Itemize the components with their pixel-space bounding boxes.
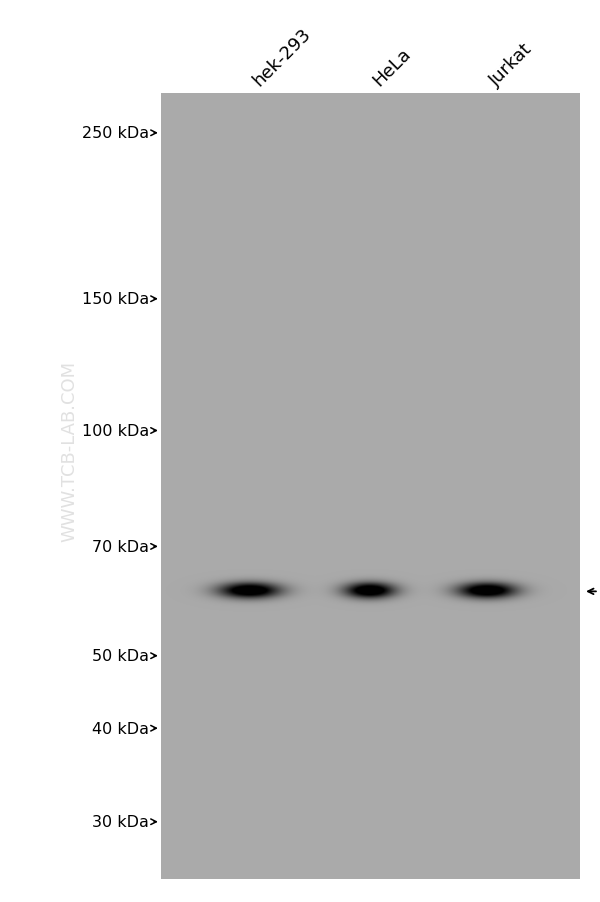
Text: 70 kDa: 70 kDa [92,539,149,555]
Text: 40 kDa: 40 kDa [92,721,149,736]
Text: Jurkat: Jurkat [486,41,536,90]
Text: 30 kDa: 30 kDa [92,815,149,829]
Bar [161,95,579,879]
Text: 50 kDa: 50 kDa [92,649,149,664]
Text: WWW.TCB-LAB.COM: WWW.TCB-LAB.COM [60,361,78,541]
Text: HeLa: HeLa [369,45,414,90]
Text: 250 kDa: 250 kDa [82,126,149,141]
Text: hek-293: hek-293 [249,25,314,90]
Text: 150 kDa: 150 kDa [82,292,149,307]
Text: 100 kDa: 100 kDa [82,424,149,438]
